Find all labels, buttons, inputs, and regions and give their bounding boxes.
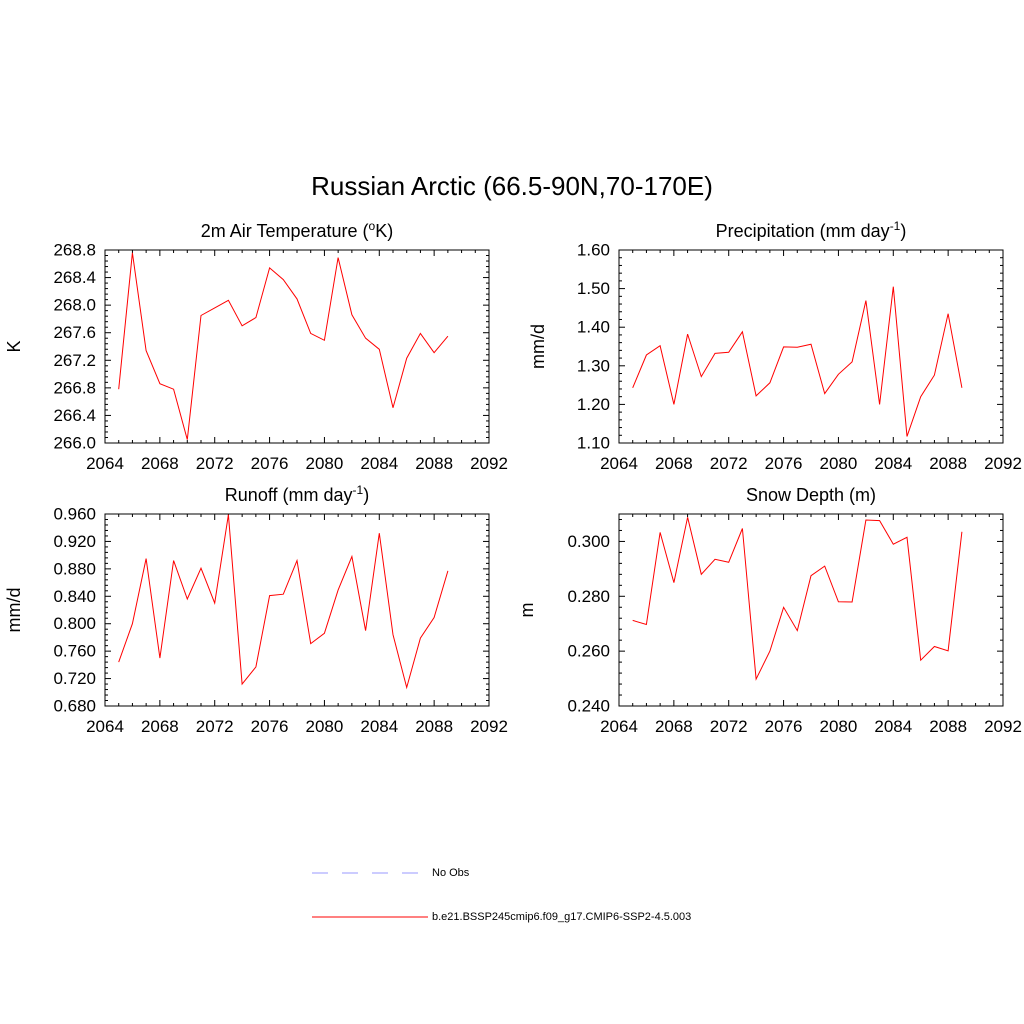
figure-title: Russian Arctic (66.5-90N,70-170E) [311, 171, 713, 201]
x-tick-label: 2068 [141, 717, 179, 736]
panel-title-main: Runoff (mm day [225, 485, 353, 505]
y-tick-label: 266.0 [53, 434, 96, 453]
x-tick-label: 2084 [874, 717, 912, 736]
panel-4: Snow Depth (m) m 2064 2068 2072 2076 2080 2084 2… [517, 485, 1022, 736]
y-tick-label: 0.960 [53, 505, 96, 524]
x-tick-label: 2064 [600, 717, 638, 736]
legend-item-2: b.e21.BSSP245cmip6.f09_g17.CMIP6-SSP2-4.… [312, 911, 691, 923]
panel-title-superscript: -1 [890, 219, 901, 233]
plot-frame [104, 249, 490, 444]
x-tick-label: 2072 [196, 717, 234, 736]
panel-title-main: 2m Air Temperature ( [201, 221, 369, 241]
x-tick-label: 2072 [196, 454, 234, 473]
y-tick-label: 1.50 [577, 279, 610, 298]
x-tick-label: 2076 [765, 717, 803, 736]
panel-1: 2m Air Temperature (oK) K 2064 2068 2072 2076… [4, 219, 508, 473]
y-tick-label: 0.800 [53, 614, 96, 633]
x-tick-label: 2084 [360, 717, 398, 736]
panel-title-main: Snow Depth (m) [746, 485, 876, 505]
y-tick-label: 267.6 [53, 323, 96, 342]
y-tick-label: 268.8 [53, 241, 96, 260]
panel-title-main: Precipitation (mm day [716, 221, 890, 241]
series-line-1 [632, 286, 963, 437]
panels: 2m Air Temperature (oK) K 2064 2068 2072 2076… [4, 219, 1022, 736]
y-tick-label: 1.60 [577, 241, 610, 260]
legend: No Obs b.e21.BSSP245cmip6.f09_g17.CMIP6-S… [312, 867, 691, 923]
x-tick-label: 2072 [710, 454, 748, 473]
x-tick-label: 2092 [984, 717, 1022, 736]
y-tick-label: 0.720 [53, 669, 96, 688]
plot-frame [618, 249, 1004, 444]
x-tick-label: 2080 [820, 454, 858, 473]
legend-label: b.e21.BSSP245cmip6.f09_g17.CMIP6-SSP2-4.… [432, 911, 691, 923]
x-tick-label: 2064 [86, 454, 124, 473]
y-tick-label: 267.2 [53, 351, 96, 370]
y-tick-label: 0.260 [567, 642, 610, 661]
panel-title: 2m Air Temperature (oK) [201, 219, 393, 241]
panel-2: Precipitation (mm day-1) mm/d 2064 2068 2072… [528, 219, 1022, 473]
y-tick-label: 1.40 [577, 318, 610, 337]
x-tick-label: 2088 [415, 454, 453, 473]
y-tick-label: 1.20 [577, 395, 610, 414]
x-tick-label: 2064 [86, 717, 124, 736]
y-tick-label: 268.0 [53, 296, 96, 315]
y-axis-label: K [4, 340, 24, 352]
y-tick-label: 0.300 [567, 532, 610, 551]
x-tick-label: 2084 [360, 454, 398, 473]
panel-3: Runoff (mm day-1) mm/d 2064 2068 2072 2076 208… [4, 483, 508, 736]
y-tick-label: 266.8 [53, 378, 96, 397]
y-tick-label: 1.10 [577, 434, 610, 453]
plot-frame [104, 513, 490, 707]
x-tick-label: 2084 [874, 454, 912, 473]
x-tick-label: 2068 [655, 717, 693, 736]
x-tick-label: 2092 [984, 454, 1022, 473]
panel-title-superscript: -1 [353, 483, 364, 497]
panel-title: Precipitation (mm day-1) [716, 219, 907, 241]
x-tick-label: 2092 [470, 717, 508, 736]
x-tick-label: 2080 [820, 717, 858, 736]
x-tick-label: 2072 [710, 717, 748, 736]
y-tick-label: 268.4 [53, 268, 96, 287]
panel-title-tail: ) [363, 485, 369, 505]
y-tick-label: 0.920 [53, 532, 96, 551]
x-tick-label: 2064 [600, 454, 638, 473]
x-tick-label: 2088 [929, 717, 967, 736]
y-tick-label: 0.760 [53, 642, 96, 661]
y-tick-label: 1.30 [577, 356, 610, 375]
y-tick-label: 266.4 [53, 406, 96, 425]
y-axis-label: mm/d [4, 588, 24, 633]
plot-frame [618, 513, 1004, 707]
y-tick-label: 0.880 [53, 559, 96, 578]
panel-title-tail: ) [900, 221, 906, 241]
x-tick-label: 2076 [251, 717, 289, 736]
x-tick-label: 2080 [306, 717, 344, 736]
y-tick-label: 0.280 [567, 587, 610, 606]
panel-title-tail: K) [375, 221, 393, 241]
y-tick-label: 0.680 [53, 697, 96, 716]
y-axis-label: mm/d [528, 324, 548, 369]
y-tick-label: 0.840 [53, 587, 96, 606]
x-tick-label: 2088 [415, 717, 453, 736]
x-tick-label: 2092 [470, 454, 508, 473]
x-tick-label: 2068 [655, 454, 693, 473]
x-tick-label: 2080 [306, 454, 344, 473]
x-tick-label: 2076 [765, 454, 803, 473]
y-axis-label: m [517, 603, 537, 618]
series-line-1 [632, 517, 963, 681]
y-tick-label: 0.240 [567, 697, 610, 716]
series-line-1 [118, 252, 449, 440]
panel-title: Snow Depth (m) [746, 485, 876, 505]
series-line-1 [118, 514, 449, 690]
legend-item-1: No Obs [312, 867, 470, 879]
x-tick-label: 2076 [251, 454, 289, 473]
panel-title: Runoff (mm day-1) [225, 483, 369, 505]
panel-title-superscript: o [369, 219, 376, 233]
x-tick-label: 2088 [929, 454, 967, 473]
legend-label: No Obs [432, 867, 470, 879]
x-tick-label: 2068 [141, 454, 179, 473]
